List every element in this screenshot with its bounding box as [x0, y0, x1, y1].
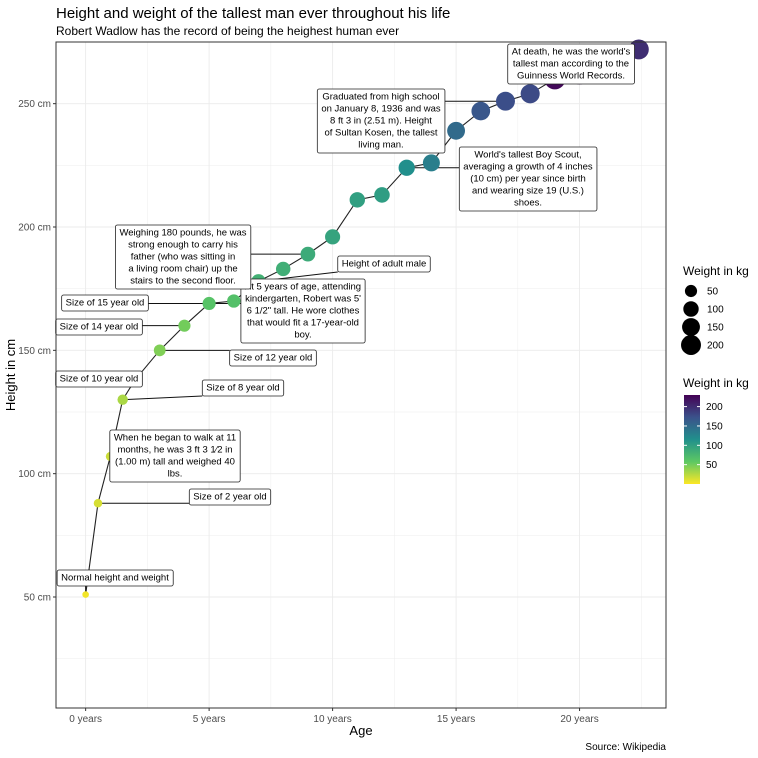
annotation-text: Size of 8 year old — [206, 383, 279, 394]
annotation-box — [229, 349, 317, 367]
size-legend-label: 50 — [707, 287, 719, 298]
plot-border — [55, 41, 667, 709]
data-point — [275, 261, 291, 277]
y-axis-title: Height in cm — [3, 339, 18, 411]
annotation-text: Size of 15 year old — [66, 298, 145, 309]
x-tick-label: 15 years — [437, 714, 475, 725]
annotation-text: Graduated from high school on January 8, … — [321, 92, 441, 151]
annotation-text: Height of adult male — [342, 259, 427, 270]
size-legend-title: Weight in kg — [683, 264, 749, 278]
color-legend-label: 200 — [706, 402, 723, 413]
annotation-leader — [122, 395, 203, 401]
data-point — [325, 229, 341, 245]
annotation-text: Size of 2 year old — [193, 492, 266, 503]
annotation-text: Normal height and weight — [61, 573, 169, 584]
size-legend: Weight in kg 50 100 150 200 — [681, 264, 749, 355]
annotation-box — [458, 146, 598, 212]
data-point — [153, 344, 166, 357]
data-point — [495, 91, 515, 111]
x-tick-label: 20 years — [560, 714, 598, 725]
annotation-text: At death, he was the world's tallest man … — [512, 47, 631, 82]
chart-title: Height and weight of the tallest man eve… — [56, 5, 450, 22]
data-point — [520, 84, 540, 104]
data-point — [374, 187, 390, 203]
y-tick-label: 100 cm — [18, 469, 51, 480]
y-axis: 50 cm 100 cm 150 cm 200 cm 250 cm — [18, 99, 56, 604]
size-legend-key — [684, 284, 698, 298]
annotation-box — [188, 488, 272, 506]
data-point — [471, 101, 491, 121]
annotation-box — [56, 569, 174, 587]
data-point — [300, 246, 316, 262]
annotation-box — [316, 88, 446, 154]
annotation-labels: Normal height and weight Size of 2 year o… — [55, 43, 635, 587]
annotation-box — [201, 379, 285, 397]
y-tick-label: 150 cm — [18, 346, 51, 357]
annotation: At 5 years of age, attending kindergarten… — [240, 278, 366, 344]
annotation: Normal height and weight — [56, 569, 174, 587]
annotation-box — [507, 43, 635, 85]
annotation: At death, he was the world's tallest man … — [507, 43, 635, 85]
data-point — [227, 294, 241, 308]
annotation-box — [240, 278, 366, 344]
color-legend-label: 50 — [706, 460, 718, 471]
x-axis: 0 years 5 years 10 years 15 years 20 years — [69, 708, 599, 725]
annotation: Height of adult male — [337, 255, 431, 273]
annotation-box — [109, 429, 241, 483]
data-point — [178, 319, 191, 332]
data-point — [349, 192, 365, 208]
y-tick-label: 250 cm — [18, 99, 51, 110]
annotation: Graduated from high school on January 8, … — [316, 88, 446, 154]
annotation-text: When he began to walk at 11 months, he wa… — [114, 433, 236, 480]
color-legend: Weight in kg 50 100 150 200 — [683, 376, 749, 484]
data-point — [398, 159, 415, 176]
data-point — [93, 499, 103, 508]
data-point — [422, 154, 440, 172]
annotation-text: Size of 12 year old — [234, 353, 313, 364]
color-legend-title: Weight in kg — [683, 376, 749, 390]
size-legend-key — [682, 318, 700, 336]
data-point — [202, 296, 216, 311]
x-tick-label: 10 years — [313, 714, 351, 725]
size-legend-key — [683, 301, 699, 317]
annotation: Weighing 180 pounds, he was strong enough… — [115, 224, 252, 290]
x-axis-title: Age — [349, 723, 372, 738]
annotation: World's tallest Boy Scout, averaging a gr… — [458, 146, 598, 212]
source-caption: Source: Wikipedia — [585, 742, 666, 753]
data-point — [117, 394, 128, 405]
annotation-text: Size of 14 year old — [60, 322, 139, 333]
size-legend-label: 100 — [707, 305, 724, 316]
y-tick-label: 200 cm — [18, 223, 51, 234]
size-legend-label: 200 — [707, 341, 724, 352]
size-legend-label: 150 — [707, 323, 724, 334]
y-tick-label: 50 cm — [24, 593, 51, 604]
color-legend-label: 100 — [706, 441, 723, 452]
x-tick-label: 0 years — [69, 714, 102, 725]
annotation: Size of 12 year old — [229, 349, 317, 367]
size-legend-key — [681, 335, 701, 355]
annotation-box — [61, 294, 149, 312]
annotation-text: At 5 years of age, attending kindergarten… — [245, 282, 361, 341]
annotation: Size of 2 year old — [188, 488, 272, 506]
x-tick-label: 5 years — [193, 714, 226, 725]
annotation-text: Size of 10 year old — [60, 374, 139, 385]
annotation: Size of 10 year old — [55, 370, 143, 388]
annotation-text: World's tallest Boy Scout, averaging a gr… — [463, 150, 593, 209]
data-point — [447, 121, 466, 140]
annotation: Size of 14 year old — [55, 318, 143, 336]
annotation: Size of 15 year old — [61, 294, 149, 312]
annotation-text: Weighing 180 pounds, he was strong enough… — [119, 228, 246, 287]
color-legend-label: 150 — [706, 421, 723, 432]
color-legend-bar — [684, 395, 700, 484]
annotation-box — [115, 224, 252, 290]
annotation: Size of 8 year old — [201, 379, 285, 397]
annotation-box — [337, 255, 431, 273]
chart-subtitle: Robert Wadlow has the record of being th… — [56, 24, 399, 38]
annotation: When he began to walk at 11 months, he wa… — [109, 429, 241, 483]
data-point — [82, 591, 89, 598]
